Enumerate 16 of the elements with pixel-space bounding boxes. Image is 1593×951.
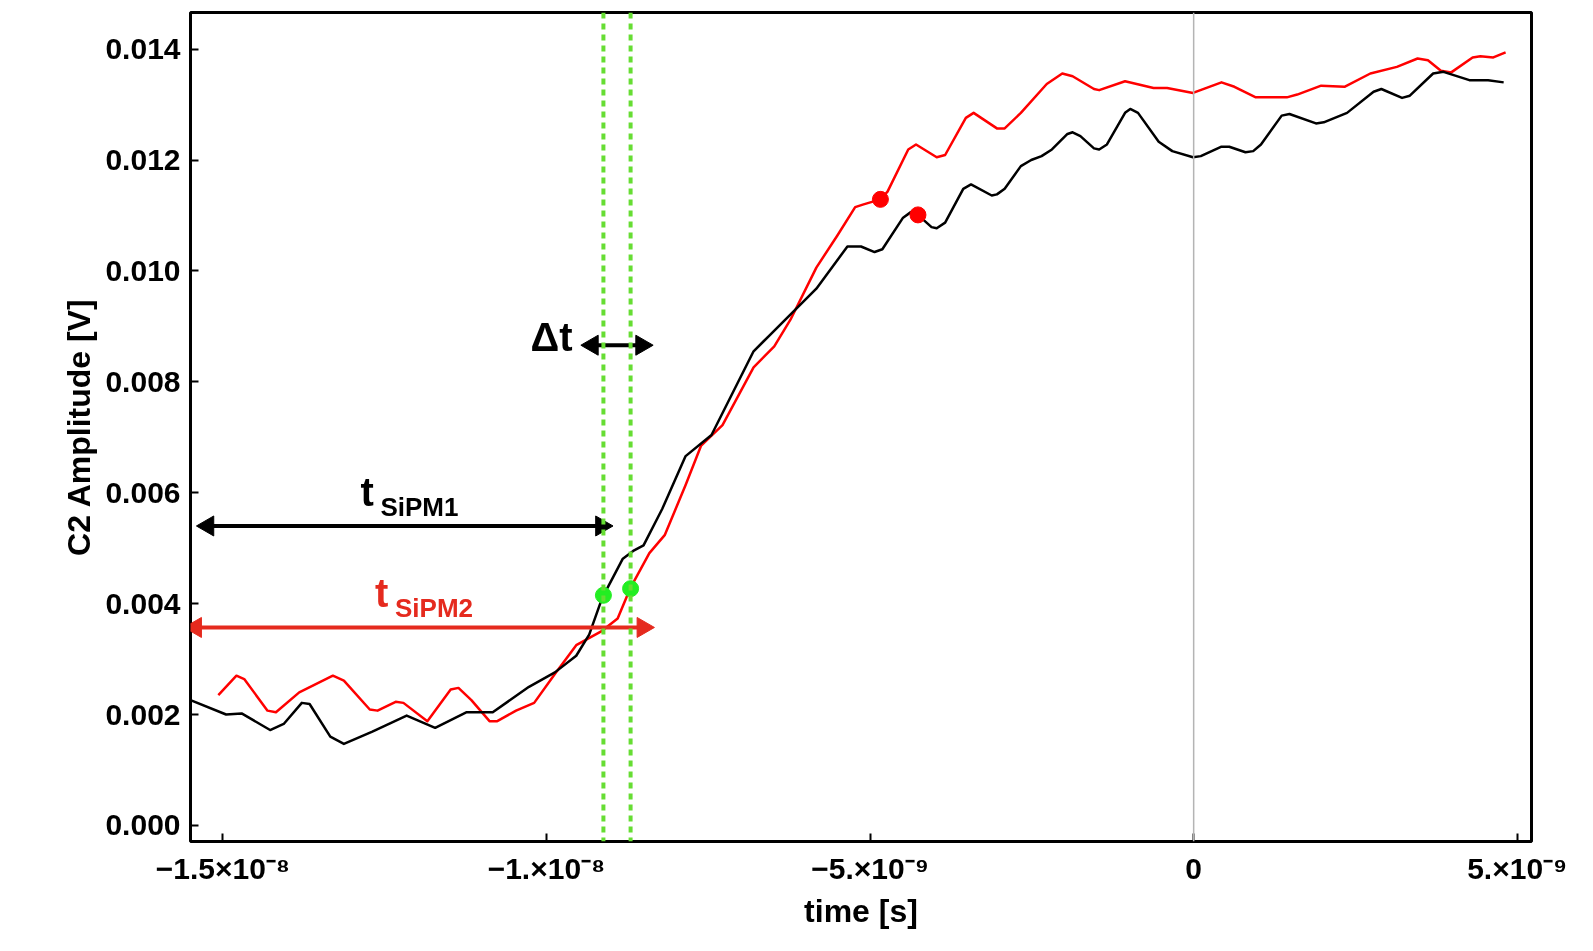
y-tick-label: 0.006 <box>105 475 181 509</box>
series-label: Δt <box>530 315 573 360</box>
y-tick-label: 0.008 <box>105 364 181 398</box>
y-tick-label: 0.010 <box>105 253 181 287</box>
y-axis-title: C2 Amplitude [V] <box>61 299 98 556</box>
y-tick-label: 0.002 <box>105 697 181 731</box>
x-tick-label: −5.×10⁻⁹ <box>811 851 929 885</box>
y-tick-label: 0.004 <box>105 586 181 620</box>
y-tick-label: 0.012 <box>105 143 181 176</box>
y-tick-label: 0.014 <box>105 32 181 66</box>
x-tick-label: 5.×10⁻⁹ <box>1467 851 1568 885</box>
x-tick-label: 0 <box>1185 851 1203 885</box>
y-tick-label: 0.000 <box>105 808 181 842</box>
x-tick-label: −1.×10⁻⁸ <box>487 851 606 885</box>
x-axis-title: time [s] <box>804 892 918 929</box>
x-tick-label: −1.5×10⁻⁸ <box>155 851 291 885</box>
